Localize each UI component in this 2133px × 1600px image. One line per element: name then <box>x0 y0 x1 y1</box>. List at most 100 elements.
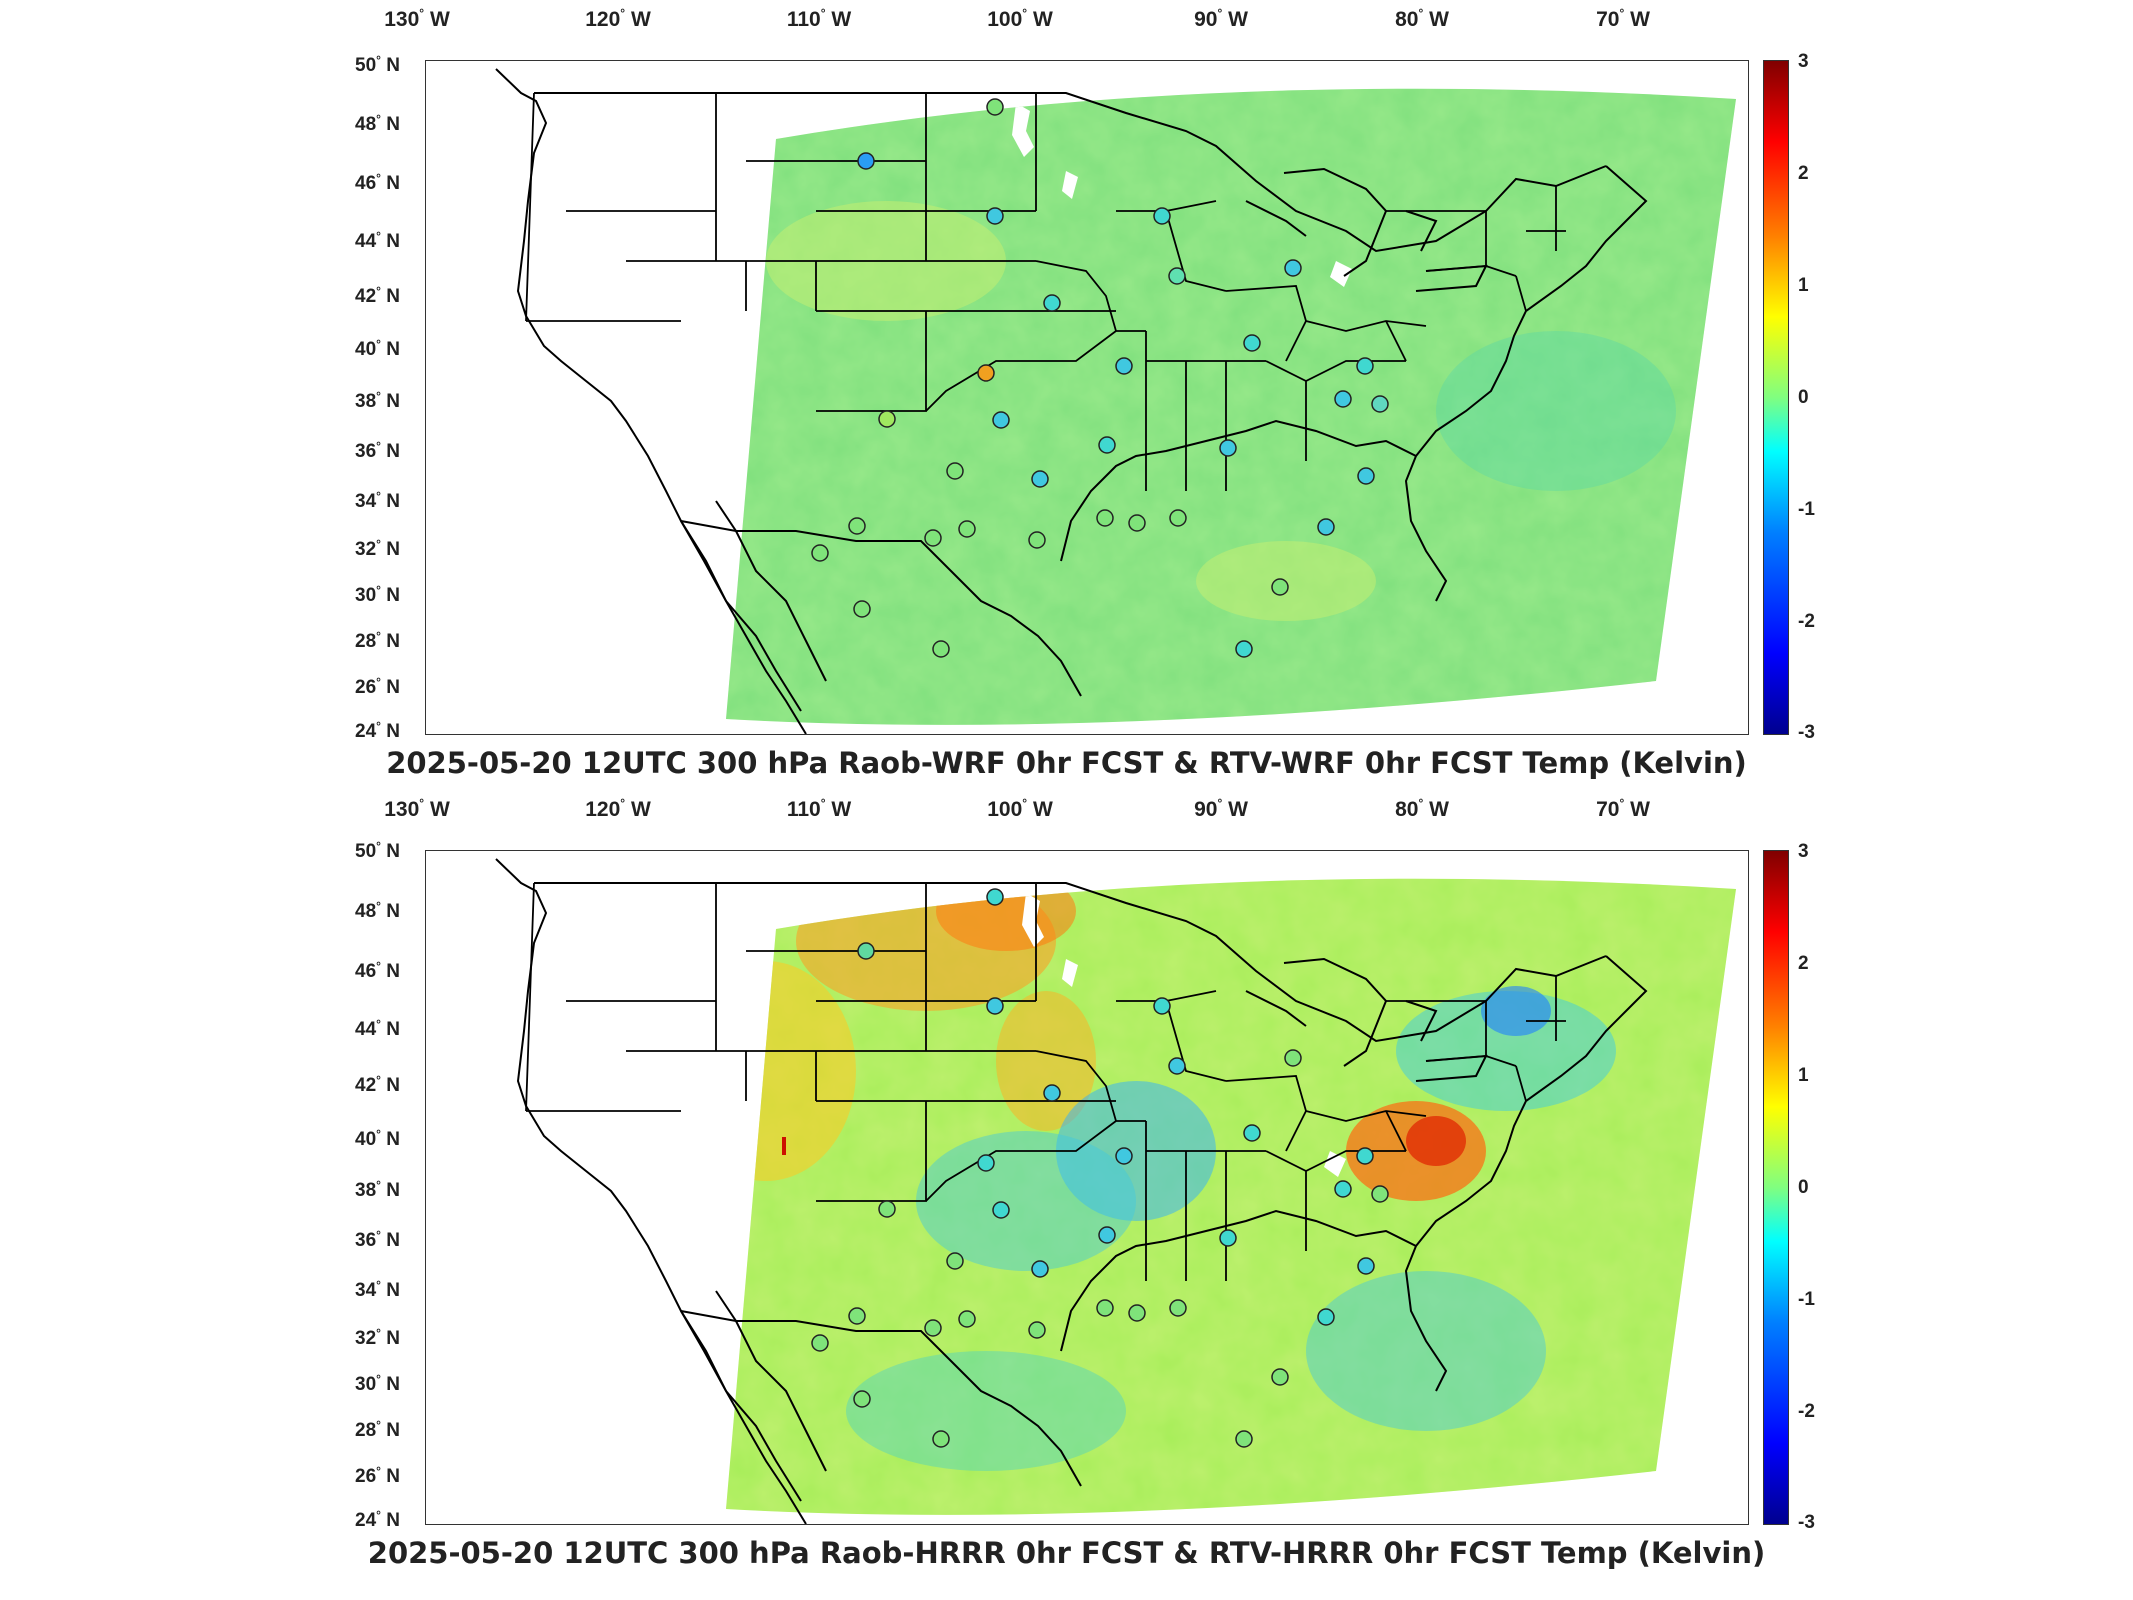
lat-label: 50° N <box>355 839 400 862</box>
station-marker <box>1096 1299 1114 1317</box>
station-marker <box>1169 1299 1187 1317</box>
lon-label: 120° W <box>585 6 651 31</box>
colorbar-tick: 0 <box>1798 1177 1809 1198</box>
map-plot-area <box>425 60 1749 735</box>
panel-title: 2025-05-20 12UTC 300 hPa Raob-WRF 0hr FC… <box>386 746 1747 780</box>
station-marker <box>924 1319 942 1337</box>
station-marker <box>1357 1257 1375 1275</box>
station-marker <box>1128 1304 1146 1322</box>
lat-label: 24° N <box>355 719 400 742</box>
station-marker <box>1153 997 1171 1015</box>
station-marker <box>853 600 871 618</box>
station-marker <box>1043 1084 1061 1102</box>
station-marker <box>811 544 829 562</box>
gulf-coastline <box>1060 419 1417 562</box>
us-canada-border <box>534 882 1607 1043</box>
station-marker <box>986 997 1004 1015</box>
station-marker <box>992 411 1010 429</box>
station-marker <box>1115 1147 1133 1165</box>
station-marker <box>986 98 1004 116</box>
field-texture <box>726 88 1736 725</box>
great-lakes <box>1245 957 1488 1082</box>
station-marker <box>1219 1229 1237 1247</box>
lat-label: 44° N <box>355 229 400 252</box>
mexico-border <box>680 1310 1082 1487</box>
station-marker <box>1115 357 1133 375</box>
lat-label: 32° N <box>355 537 400 560</box>
colorbar-tick: 3 <box>1798 841 1809 862</box>
station-marker <box>1128 514 1146 532</box>
lat-label: 48° N <box>355 112 400 135</box>
lat-label: 50° N <box>355 53 400 76</box>
field-cool-patch <box>1306 1271 1546 1431</box>
lat-label: 40° N <box>355 337 400 360</box>
station-marker <box>1317 518 1335 536</box>
map-canvas <box>495 858 1736 1524</box>
station-marker <box>1371 1185 1389 1203</box>
station-marker <box>986 207 1004 225</box>
station-marker <box>853 1390 871 1408</box>
colorbar-tick: -1 <box>1798 499 1815 520</box>
lon-label: 80° W <box>1395 796 1449 821</box>
lat-label: 36° N <box>355 1228 400 1251</box>
station-marker <box>1169 509 1187 527</box>
colorbar-tick: 1 <box>1798 275 1809 296</box>
lat-label: 38° N <box>355 1178 400 1201</box>
lat-label: 24° N <box>355 1508 400 1531</box>
field-warm-patch <box>1406 1116 1466 1166</box>
station-marker <box>1317 1308 1335 1326</box>
station-marker <box>848 1307 866 1325</box>
map-panel-hrrr: 130° W 120° W 110° W 100° W 90° W 80° W … <box>0 790 2133 1580</box>
great-lakes <box>1245 167 1488 292</box>
west-coastline <box>495 858 807 1524</box>
lat-label: 32° N <box>355 1326 400 1349</box>
station-marker <box>1096 509 1114 527</box>
lon-label: 110° W <box>786 6 852 31</box>
lon-label: 100° W <box>987 796 1053 821</box>
field-cool-patch <box>1481 986 1551 1036</box>
station-marker <box>946 462 964 480</box>
station-marker <box>1043 294 1061 312</box>
panel-title: 2025-05-20 12UTC 300 hPa Raob-HRRR 0hr F… <box>367 1536 1766 1570</box>
station-marker <box>878 1200 896 1218</box>
field-hotspot <box>782 1137 786 1155</box>
lon-label: 130° W <box>384 6 450 31</box>
colorbar-tick: -2 <box>1798 1401 1815 1422</box>
station-marker <box>1243 1124 1261 1142</box>
station-marker <box>986 888 1004 906</box>
lon-label: 110° W <box>786 796 852 821</box>
station-marker <box>857 152 875 170</box>
lat-label: 42° N <box>355 284 400 307</box>
station-marker <box>946 1252 964 1270</box>
station-marker <box>977 364 995 382</box>
station-marker <box>1219 439 1237 457</box>
lat-label: 28° N <box>355 1418 400 1441</box>
lon-label: 90° W <box>1194 796 1248 821</box>
lon-label: 70° W <box>1596 796 1650 821</box>
field-warm-patch <box>996 991 1096 1131</box>
colorbar-tick: -3 <box>1798 722 1815 743</box>
lat-label: 46° N <box>355 959 400 982</box>
map-canvas <box>495 68 1736 734</box>
us-canada-border <box>534 92 1607 253</box>
west-coastline <box>495 68 807 734</box>
boundaries <box>495 68 1648 734</box>
lon-label: 80° W <box>1395 6 1449 31</box>
station-marker <box>1168 1057 1186 1075</box>
station-marker <box>1028 1321 1046 1339</box>
station-marker <box>932 640 950 658</box>
station-marker <box>1371 395 1389 413</box>
station-marker <box>1031 1260 1049 1278</box>
field-cool-patch <box>1056 1081 1216 1221</box>
station-marker <box>1235 640 1253 658</box>
lat-label: 48° N <box>355 899 400 922</box>
station-marker <box>1357 467 1375 485</box>
colorbar-tick: -2 <box>1798 611 1815 632</box>
station-marker <box>1271 1368 1289 1386</box>
station-marker <box>977 1154 995 1172</box>
station-marker <box>857 942 875 960</box>
colorbar <box>1763 60 1789 735</box>
lon-label: 70° W <box>1596 6 1650 31</box>
lat-label: 46° N <box>355 171 400 194</box>
station-marker <box>1098 436 1116 454</box>
